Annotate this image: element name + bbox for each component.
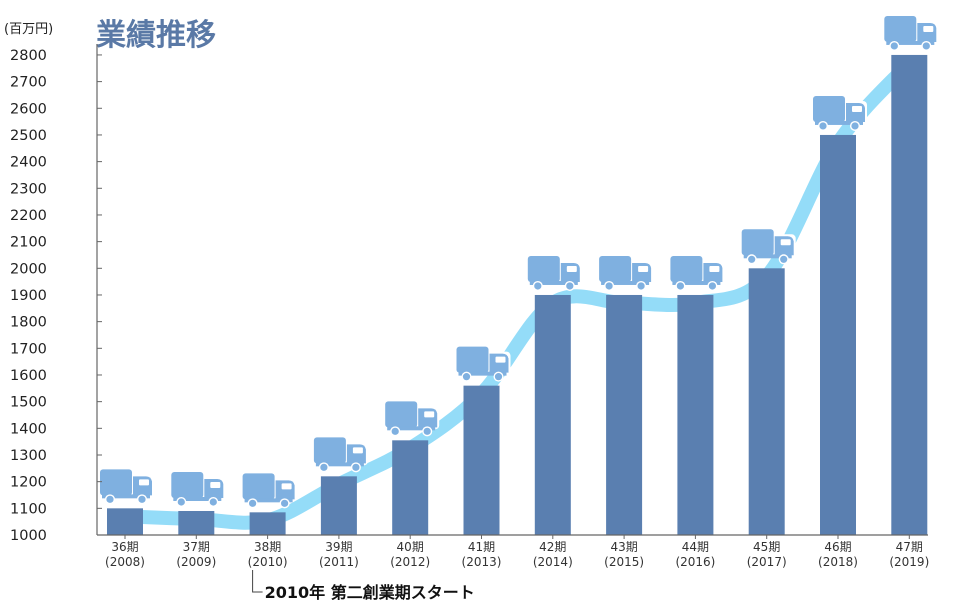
x-tick-label-year: (2015) [604,555,644,569]
x-tick-label-year: (2009) [176,555,216,569]
truck-icon [597,253,654,291]
x-tick-label-period: 42期 [539,540,566,554]
y-tick-label: 1800 [10,315,47,331]
y-tick-label: 2100 [10,235,47,251]
bar [748,268,785,535]
truck-icon [169,469,226,507]
x-tick-label-period: 43期 [610,540,637,554]
bar-layer [107,54,928,535]
x-tick-label-period: 47期 [896,540,923,554]
x-tick-label-period: 40期 [397,540,424,554]
truck-icon [882,13,939,51]
bar [463,385,500,535]
x-tick-label-year: (2019) [889,555,929,569]
x-tick-label-year: (2016) [675,555,715,569]
x-tick-label-period: 36期 [111,540,138,554]
x-tick-label-period: 41期 [468,540,495,554]
x-tick-label-year: (2010) [248,555,288,569]
bar [178,510,215,535]
y-tick-label: 1300 [10,448,47,464]
y-tick-label: 1900 [10,288,47,304]
y-tick-label: 2000 [10,261,47,277]
category-label-layer: 36期(2008)37期(2009)38期(2010)39期(2011)40期(… [105,540,929,569]
y-tick-label: 1400 [10,421,47,437]
y-tick-label: 2300 [10,181,47,197]
y-tick-label: 2600 [10,101,47,117]
truck-icon [525,253,582,291]
x-tick-label-year: (2012) [390,555,430,569]
truck-icon [98,467,154,505]
truck-icon [311,435,368,473]
y-tick-label: 1100 [10,501,47,517]
trend-line-layer [118,55,917,530]
x-tick-label-year: (2008) [105,555,145,569]
axis-layer: 1000 1100 1200 1300 1400 1500 1600 1700 1800 1900… [10,44,928,544]
y-tick-label: 2500 [10,128,47,144]
truck-icon [240,471,297,509]
y-tick-label: 2400 [10,155,47,171]
y-tick-label: 1000 [10,528,47,544]
annotation-text: 2010年 第二創業期スタート [265,583,475,602]
x-tick-label-period: 37期 [183,540,210,554]
bar [107,508,143,535]
trend-band [118,55,917,530]
x-tick-label-year: (2014) [533,555,573,569]
y-tick-label: 1200 [10,475,47,491]
truck-icon [383,399,440,437]
x-tick-label-year: (2011) [319,555,359,569]
bar [392,440,429,535]
y-tick-label: 1500 [10,395,47,411]
annotation-bracket [252,570,263,593]
truck-icon [668,253,725,291]
bar [891,54,928,535]
bar [534,294,571,535]
bar [606,294,643,535]
annotation-layer: 2010年 第二創業期スタート [252,570,475,602]
y-axis-unit-label: (百万円) [4,22,53,37]
x-tick-label-year: (2018) [818,555,858,569]
bar [249,512,286,535]
x-tick-label-year: (2017) [747,555,787,569]
x-tick-label-period: 45期 [753,540,780,554]
x-tick-label-period: 44期 [682,540,709,554]
x-tick-label-period: 39期 [325,540,352,554]
truck-icon [454,344,511,382]
y-tick-label: 1600 [10,368,47,384]
bar [677,294,714,535]
chart-title: 業績推移 [96,18,216,53]
x-tick-label-period: 46期 [824,540,851,554]
truck-marker-layer [98,13,939,509]
y-tick-label: 2200 [10,208,47,224]
bar [820,134,856,535]
truck-icon [811,93,867,131]
x-tick-label-year: (2013) [462,555,502,569]
x-tick-label-period: 38期 [254,540,281,554]
y-tick-label: 2800 [10,48,47,64]
y-tick-label: 1700 [10,341,47,357]
bar [320,476,357,535]
y-tick-label: 2700 [10,75,47,91]
